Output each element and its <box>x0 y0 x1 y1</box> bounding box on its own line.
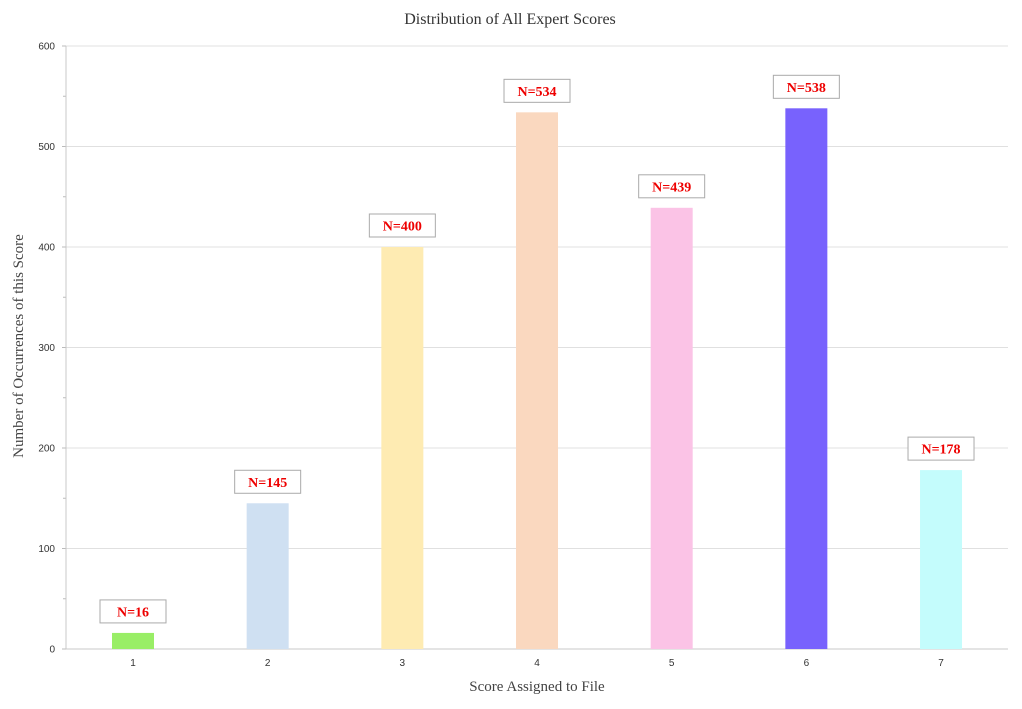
data-labels: N=16 N=145 N=400 N=534 N=439 N=538 N=178 <box>99 74 975 624</box>
bar-7 <box>920 470 963 649</box>
data-label: N=16 <box>117 605 149 620</box>
x-tick-label: 2 <box>265 658 271 669</box>
x-tick-label: 7 <box>938 658 944 669</box>
x-tick-label: 5 <box>669 658 675 669</box>
x-tick-label: 4 <box>534 658 540 669</box>
data-label: N=538 <box>787 81 826 96</box>
bar-1 <box>112 632 154 649</box>
data-label: N=178 <box>921 443 960 458</box>
data-label: N=439 <box>652 180 691 195</box>
y-tick-label: 500 <box>38 142 55 153</box>
data-label-box <box>99 599 167 624</box>
data-label: N=400 <box>383 220 422 235</box>
bar-2 <box>246 503 289 649</box>
data-label-box <box>907 436 975 461</box>
x-axis-label: Score Assigned to File <box>469 679 605 695</box>
x-tick-label: 6 <box>804 658 810 669</box>
y-tick-label: 200 <box>38 444 55 455</box>
bar-3 <box>381 247 424 649</box>
data-label-box <box>772 74 840 99</box>
y-tick-label: 0 <box>49 645 55 656</box>
y-tick-label: 600 <box>38 42 55 53</box>
data-label: N=145 <box>248 476 287 491</box>
bar-4 <box>516 112 559 649</box>
bar-5 <box>650 207 693 649</box>
x-tick-label: 3 <box>400 658 406 669</box>
data-label-box <box>503 78 571 103</box>
data-label-box <box>638 174 706 199</box>
data-label-box <box>234 469 302 494</box>
bars <box>112 108 963 649</box>
data-label: N=534 <box>517 85 556 100</box>
data-label-box <box>368 213 436 238</box>
y-tick-label: 300 <box>38 343 55 354</box>
chart-title: Distribution of All Expert Scores <box>404 11 616 28</box>
y-tick-label: 100 <box>38 544 55 555</box>
bar-6 <box>785 108 828 649</box>
x-tick-label: 1 <box>130 658 136 669</box>
y-tick-label: 400 <box>38 243 55 254</box>
y-axis-label: Number of Occurrences of this Score <box>11 234 27 458</box>
